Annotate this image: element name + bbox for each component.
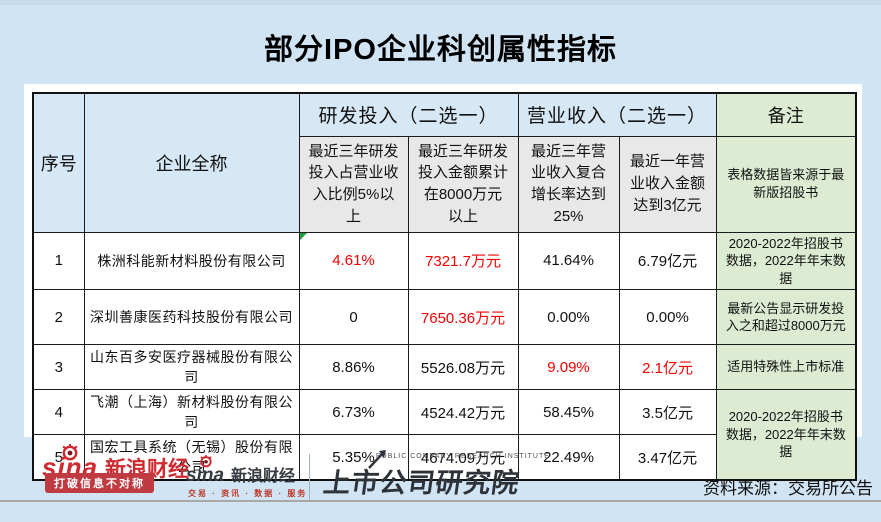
- col-header-index: 序号: [32, 92, 85, 233]
- bottom-divider-line: [0, 500, 881, 502]
- remark-cell: 2020-2022年招股书数据，2022年年末数据: [715, 231, 857, 291]
- company-name: 山东百多安医疗器械股份有限公司: [83, 344, 300, 391]
- sina-services-tagline: 交易 · 资讯 · 数据 · 服务: [188, 489, 308, 498]
- data-source-text: 资料来源：交易所公告: [703, 479, 873, 498]
- research-institute-logo: PUBLIC COMPANY RESEARCH INSTITUTE 上市公司研究…: [321, 450, 550, 500]
- sina-eye-icon: [58, 443, 82, 466]
- company-name: 株洲科能新材料股份有限公司: [83, 231, 300, 291]
- rd-ratio-value: 8.86%: [298, 344, 409, 391]
- sina-finance-brand-text: 新浪财经: [231, 468, 296, 485]
- remark-cell-merged: 2020-2022年招股书数据，2022年年末数据: [715, 389, 857, 481]
- table-row: 3 山东百多安医疗器械股份有限公司 8.86% 5526.08万元 9.09% …: [32, 344, 857, 391]
- table-row: 5 国宏工具系统（无锡）股份有限公司 5.35% 4674.09万元 22.49…: [32, 434, 856, 481]
- table-row: 2 深圳善康医药科技股份有限公司 0 7650.36万元 0.00% 0.00%…: [32, 289, 857, 346]
- sina-slogan-badge: 打破信息不对称: [45, 473, 154, 493]
- rd-amount-value: 5526.08万元: [407, 344, 519, 391]
- col-subheader-rev-amount: 最近一年营业收入金额达到3亿元: [618, 135, 717, 233]
- arrow-up-icon: [366, 449, 388, 476]
- institute-name-cn: 上市公司研究院: [321, 468, 522, 498]
- row-index: 2: [32, 289, 85, 346]
- table-row: 1 株洲科能新材料股份有限公司 4.61% 7321.7万元 41.64% 6.…: [32, 231, 857, 291]
- rev-growth-value: 58.45%: [517, 389, 620, 436]
- col-subheader-rd-amount: 最近三年研发投入金额累计在8000万元以上: [407, 135, 519, 233]
- rev-amount-value: 3.5亿元: [618, 389, 717, 436]
- rd-ratio-value: 0: [298, 289, 409, 346]
- row-index: 3: [32, 344, 85, 391]
- rd-amount-value: 7321.7万元: [407, 231, 519, 291]
- header-criteria-row: 最近三年研发投入占营业收入比例5%以上 最近三年研发投入金额累计在8000万元以…: [33, 135, 857, 233]
- rev-growth-value: 41.64%: [517, 231, 620, 291]
- cell-flag-icon: [299, 232, 307, 240]
- table-panel: 序号 企业全称 研发投入（二选一） 营业收入（二选一） 备注 最近三年研发投入占…: [24, 84, 862, 482]
- header-group-row: 序号 企业全称 研发投入（二选一） 营业收入（二选一） 备注: [32, 92, 857, 233]
- footer: sina 新浪财经 打破信息不对称 sina 新浪财经 交易 · 资讯 · 数据…: [0, 440, 881, 522]
- logo-divider: [309, 454, 310, 500]
- col-subheader-rd-ratio: 最近三年研发投入占营业收入比例5%以上: [298, 135, 409, 233]
- page-title: 部分IPO企业科创属性指标: [264, 34, 617, 66]
- top-strip: [0, 0, 881, 5]
- rd-ratio-value: 5.35%: [298, 434, 409, 481]
- row-index: 1: [32, 231, 85, 291]
- ipo-indicators-table: 序号 企业全称 研发投入（二选一） 营业收入（二选一） 备注 最近三年研发投入占…: [32, 92, 858, 482]
- col-header-company: 企业全称: [83, 92, 300, 233]
- sina-eye-icon: [197, 454, 215, 473]
- rev-amount-value: 0.00%: [618, 289, 717, 346]
- company-name: 深圳善康医药科技股份有限公司: [83, 289, 300, 346]
- remark-cell: 适用特殊性上市标准: [715, 344, 857, 391]
- rev-amount-value: 3.47亿元: [618, 434, 717, 481]
- table-row: 4 飞潮（上海）新材料股份有限公司 6.73% 4524.42万元 58.45%…: [32, 389, 857, 481]
- remark-cell: 最新公告显示研发投入之和超过8000万元: [715, 289, 857, 346]
- rd-ratio-value: 4.61%: [298, 231, 409, 291]
- rd-amount-value: 7650.36万元: [407, 289, 519, 346]
- rev-growth-value: 22.49%: [517, 434, 620, 481]
- col-header-remark: 备注: [715, 92, 857, 137]
- institute-name-en: PUBLIC COMPANY RESEARCH INSTITUTE: [376, 453, 550, 460]
- rd-amount-value: 4524.42万元: [407, 389, 519, 436]
- rev-amount-value: 2.1亿元: [618, 344, 717, 391]
- row-index: 4: [32, 389, 85, 436]
- rd-amount-value: 4674.09万元: [407, 434, 519, 481]
- remark-header-note: 表格数据皆来源于最新版招股书: [715, 135, 857, 233]
- company-name: 国宏工具系统（无锡）股份有限公司: [83, 434, 300, 481]
- col-group-rd-investment: 研发投入（二选一）: [298, 92, 519, 137]
- col-group-revenue: 营业收入（二选一）: [517, 92, 717, 137]
- col-subheader-rev-growth: 最近三年营业收入复合增长率达到25%: [517, 135, 620, 233]
- company-name: 飞潮（上海）新材料股份有限公司: [83, 389, 300, 436]
- rd-ratio-value: 6.73%: [298, 389, 409, 436]
- rev-growth-value: 9.09%: [517, 344, 620, 391]
- sina-finance-logo-secondary: sina 新浪财经: [186, 455, 296, 487]
- rev-amount-value: 6.79亿元: [618, 231, 717, 291]
- sina-wordmark: sina: [186, 465, 225, 486]
- rev-growth-value: 0.00%: [517, 289, 620, 346]
